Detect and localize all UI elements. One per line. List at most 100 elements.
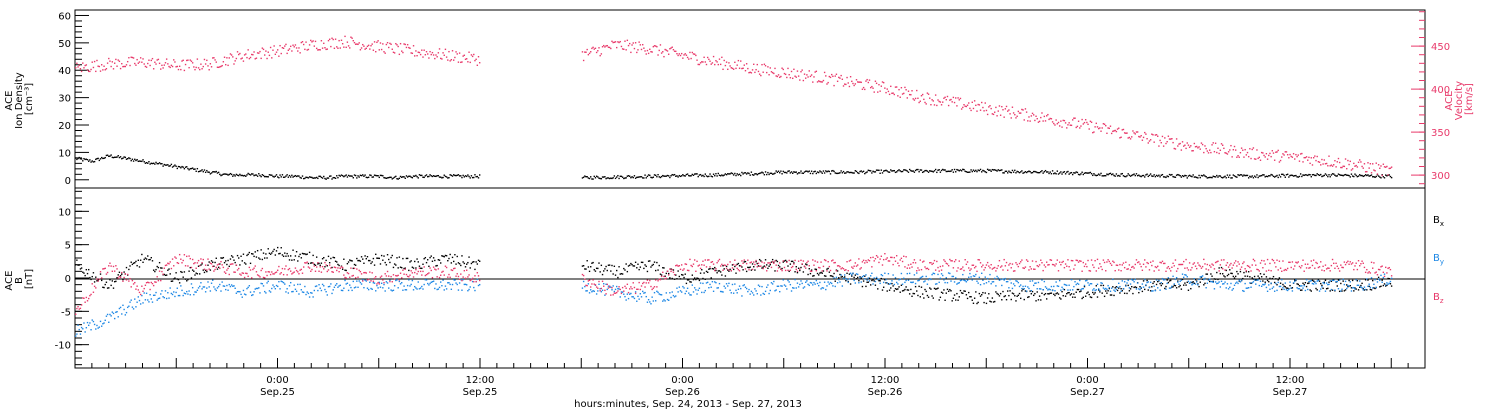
bz-point (772, 261, 773, 262)
by-point (850, 273, 851, 274)
velocity-point (755, 69, 756, 70)
by-point (327, 294, 328, 295)
velocity-point (324, 47, 325, 48)
density-point (856, 171, 857, 172)
by-point (131, 299, 132, 300)
bz-point (683, 268, 684, 269)
bx-point (1181, 288, 1182, 289)
bx-point (289, 259, 290, 260)
bz-point (322, 266, 323, 267)
bx-point (595, 270, 596, 271)
bz-point (296, 270, 297, 271)
density-point (843, 171, 844, 172)
by-point (1020, 284, 1021, 285)
bz-point (271, 271, 272, 272)
bz-point (608, 287, 609, 288)
velocity-point (1321, 159, 1322, 160)
bx-point (900, 292, 901, 293)
by-point (151, 298, 152, 299)
velocity-point (276, 51, 277, 52)
density-point (1090, 172, 1091, 173)
density-point (416, 176, 417, 177)
density-point (615, 178, 616, 179)
velocity-point (283, 48, 284, 49)
velocity-point (760, 75, 761, 76)
density-point (917, 169, 918, 170)
by-point (331, 293, 332, 294)
velocity-point (107, 62, 108, 63)
bx-point (1161, 285, 1162, 286)
velocity-point (1210, 152, 1211, 153)
bx-point (583, 265, 584, 266)
velocity-point (630, 52, 631, 53)
by-point (386, 281, 387, 282)
velocity-point (915, 98, 916, 99)
by-point (1187, 276, 1188, 277)
velocity-point (1172, 142, 1173, 143)
density-point (656, 176, 657, 177)
velocity-point (810, 76, 811, 77)
bx-point (461, 255, 462, 256)
velocity-point (83, 67, 84, 68)
bx-point (995, 291, 996, 292)
velocity-point (1143, 137, 1144, 138)
bx-point (589, 271, 590, 272)
bz-point (133, 283, 134, 284)
by-point (233, 285, 234, 286)
bx-point (842, 276, 843, 277)
velocity-point (1355, 165, 1356, 166)
bx-point (379, 258, 380, 259)
velocity-point (1116, 131, 1117, 132)
by-point (751, 291, 752, 292)
by-point (694, 287, 695, 288)
velocity-point (431, 54, 432, 55)
bx-point (707, 272, 708, 273)
bx-point (152, 260, 153, 261)
by-point (1244, 283, 1245, 284)
velocity-point (721, 57, 722, 58)
velocity-point (956, 105, 957, 106)
velocity-point (615, 41, 616, 42)
bx-point (1068, 292, 1069, 293)
density-point (811, 171, 812, 172)
bx-point (1380, 286, 1381, 287)
bx-point (387, 254, 388, 255)
bx-point (323, 257, 324, 258)
bx-point (1019, 293, 1020, 294)
density-point (1011, 172, 1012, 173)
velocity-point (738, 60, 739, 61)
velocity-point (229, 57, 230, 58)
bx-point (272, 251, 273, 252)
velocity-point (1334, 160, 1335, 161)
by-point (705, 290, 706, 291)
bx-point (446, 255, 447, 256)
density-point (1350, 176, 1351, 177)
by-point (290, 282, 291, 283)
by-point (603, 283, 604, 284)
velocity-point (473, 54, 474, 55)
bz-point (384, 273, 385, 274)
velocity-point (271, 57, 272, 58)
velocity-point (129, 65, 130, 66)
density-tick-label: 20 (58, 121, 71, 132)
velocity-point (871, 86, 872, 87)
velocity-point (733, 69, 734, 70)
velocity-point (1086, 122, 1087, 123)
bz-point (409, 275, 410, 276)
density-point (878, 170, 879, 171)
bz-point (221, 264, 222, 265)
bx-point (282, 254, 283, 255)
bx-point (724, 268, 725, 269)
velocity-point (436, 56, 437, 57)
bx-point (1234, 277, 1235, 278)
density-point (814, 171, 815, 172)
velocity-point (1087, 124, 1088, 125)
velocity-point (211, 66, 212, 67)
velocity-point (351, 38, 352, 39)
density-point (1358, 175, 1359, 176)
by-point (747, 291, 748, 292)
velocity-point (1078, 121, 1079, 122)
by-point (1089, 284, 1090, 285)
velocity-point (1068, 122, 1069, 123)
velocity-point (1016, 116, 1017, 117)
